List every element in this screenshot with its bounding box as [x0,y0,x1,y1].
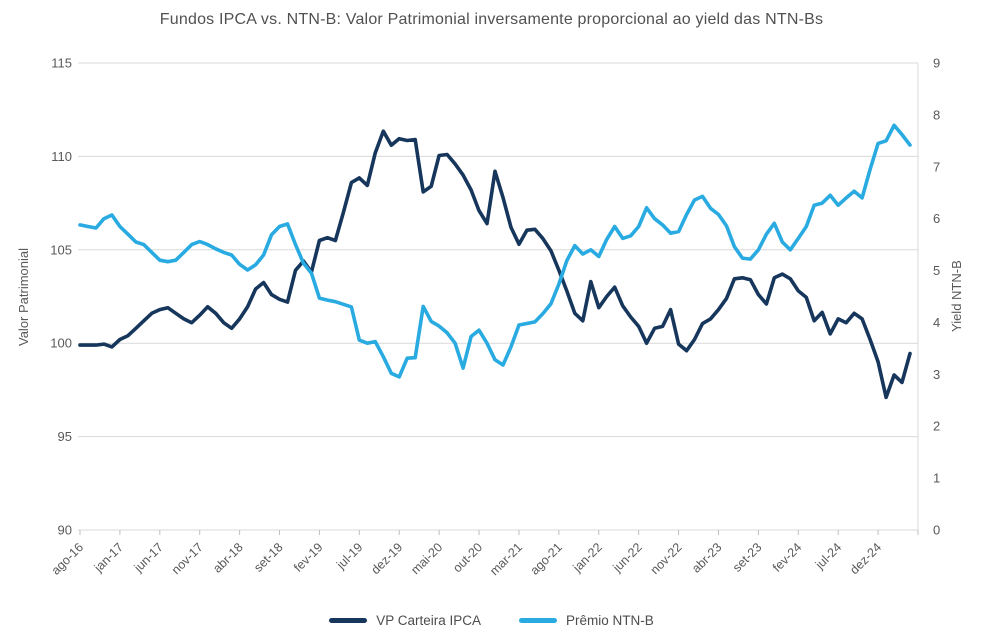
svg-text:100: 100 [50,336,72,351]
svg-text:110: 110 [51,149,72,164]
svg-text:1: 1 [933,471,940,486]
svg-text:jan-22: jan-22 [570,540,605,575]
svg-text:95: 95 [58,429,72,444]
svg-text:jun-17: jun-17 [131,540,166,575]
svg-text:jul-24: jul-24 [812,540,844,572]
svg-text:fev-24: fev-24 [770,540,804,574]
legend-item-premio-ntnb: Prêmio NTN-B [519,613,654,628]
svg-text:0: 0 [933,523,940,538]
svg-text:5: 5 [933,263,940,278]
chart-legend: VP Carteira IPCA Prêmio NTN-B [0,613,983,628]
legend-label-premio-ntnb: Prêmio NTN-B [566,613,654,628]
svg-text:nov-22: nov-22 [648,540,685,577]
svg-text:abr-18: abr-18 [210,540,245,575]
svg-text:ago-16: ago-16 [49,540,86,577]
svg-text:8: 8 [933,107,940,122]
svg-text:mar-21: mar-21 [487,540,525,578]
svg-text:jun-22: jun-22 [610,540,645,575]
chart-title: Fundos IPCA vs. NTN-B: Valor Patrimonial… [159,11,824,28]
svg-text:4: 4 [933,315,940,330]
premio-ntnb-line-swatch [519,618,558,623]
svg-text:set-18: set-18 [251,540,285,574]
legend-item-vp-carteira-ipca: VP Carteira IPCA [329,613,481,628]
svg-text:dez-19: dez-19 [368,540,405,577]
svg-text:7: 7 [933,159,940,174]
svg-text:mai-20: mai-20 [408,540,445,577]
svg-text:out-20: out-20 [450,540,485,575]
legend-label-vp-carteira-ipca: VP Carteira IPCA [376,613,482,628]
svg-text:3: 3 [933,367,940,382]
svg-text:fev-19: fev-19 [291,540,325,574]
svg-text:jul-19: jul-19 [333,540,365,572]
svg-text:90: 90 [58,523,72,538]
vp-carteira-ipca-line-swatch [329,618,368,623]
svg-text:105: 105 [50,242,72,257]
svg-text:abr-23: abr-23 [689,540,724,575]
svg-text:set-23: set-23 [730,540,764,574]
svg-text:jan-17: jan-17 [91,540,126,575]
svg-text:ago-21: ago-21 [528,540,565,577]
svg-text:2: 2 [933,419,940,434]
svg-text:9: 9 [933,56,940,71]
svg-text:dez-24: dez-24 [847,540,884,577]
svg-text:115: 115 [51,56,72,71]
svg-text:6: 6 [933,211,940,226]
svg-text:nov-17: nov-17 [169,540,206,577]
